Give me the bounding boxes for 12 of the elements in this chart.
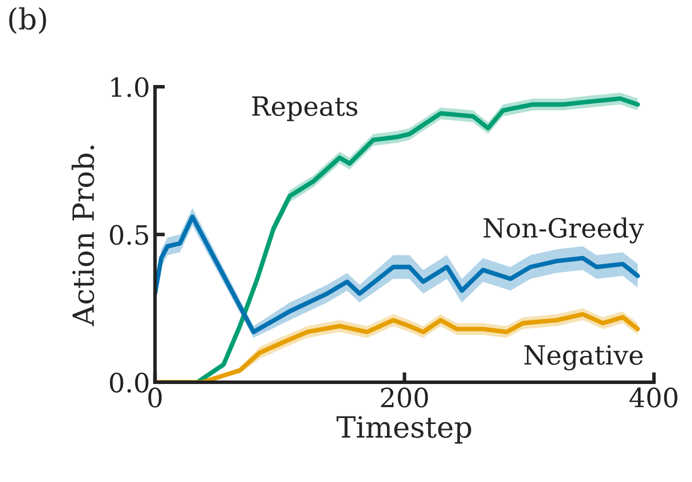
x-tick-label: 0 (148, 388, 162, 408)
y-axis-title: Action Prob. (72, 146, 94, 326)
series-label: Repeats (252, 96, 358, 122)
y-tick-label: 0.0 (110, 372, 148, 393)
series-label: Negative (524, 345, 643, 370)
y-tick-label: 0.5 (110, 224, 148, 245)
y-tick-label: 1.0 (111, 77, 148, 98)
x-tick-label: 200 (381, 388, 428, 408)
x-tick-label: 400 (630, 388, 678, 408)
text: (b) (9, 7, 46, 34)
x-axis-title: Timestep (336, 416, 472, 444)
series-label: Non-Greedy (484, 217, 644, 244)
